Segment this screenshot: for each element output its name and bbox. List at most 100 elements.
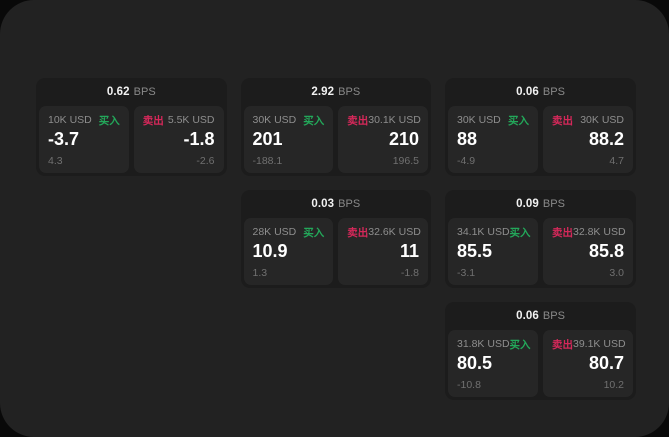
sell-side-label: 卖出 — [552, 114, 573, 127]
sell-value: 80.7 — [588, 353, 624, 373]
sell-pane-header: 卖出 30.1K USD — [347, 113, 421, 127]
card-panes: 28K USD 买入 10.9 1.3 卖出 32.6K USD 11 -1.8 — [241, 215, 432, 288]
card-panes: 10K USD 买入 -3.7 4.3 卖出 5.5K USD -1.8 -2.… — [36, 103, 227, 176]
bps-unit-label: BPS — [133, 86, 156, 98]
bps-unit-label: BPS — [542, 86, 565, 98]
buy-value: 201 — [252, 129, 283, 149]
buy-delta: 1.3 — [252, 267, 268, 279]
spread-card[interactable]: 0.06 BPS 31.8K USD 买入 80.5 -10.8 卖 — [445, 302, 636, 400]
buy-pane[interactable]: 31.8K USD 买入 80.5 -10.8 — [448, 330, 538, 397]
bps-value: 0.62 — [106, 86, 130, 98]
buy-size-label: 34.1K USD — [457, 226, 510, 238]
bps-unit-label: BPS — [542, 198, 565, 210]
buy-delta: 4.3 — [48, 155, 63, 167]
buy-pane-header: 30K USD 买入 — [457, 113, 529, 127]
sell-pane-header: 卖出 32.6K USD — [347, 225, 421, 239]
spread-card-grid: 0.62 BPS 10K USD 买入 -3.7 4.3 卖出 — [36, 78, 636, 400]
card-panes: 34.1K USD 买入 85.5 -3.1 卖出 32.8K USD 85.8… — [445, 215, 636, 288]
card-header: 0.06 BPS — [445, 302, 636, 327]
buy-delta: -4.9 — [457, 155, 476, 167]
buy-size-label: 10K USD — [48, 114, 92, 126]
buy-pane[interactable]: 34.1K USD 买入 85.5 -3.1 — [448, 218, 538, 285]
buy-value: 80.5 — [457, 353, 493, 373]
spread-card[interactable]: 2.92 BPS 30K USD 买入 201 -188.1 卖出 — [240, 78, 432, 176]
buy-pane[interactable]: 30K USD 买入 88 -4.9 — [448, 106, 538, 173]
sell-delta: -2.6 — [196, 155, 215, 167]
sell-delta: -1.8 — [400, 267, 419, 279]
buy-pane-header: 28K USD 买入 — [253, 225, 325, 239]
bps-unit-label: BPS — [338, 86, 361, 98]
card-panes: 30K USD 买入 88 -4.9 卖出 30K USD 88.2 4.7 — [445, 103, 636, 176]
buy-side-label: 买入 — [509, 226, 531, 239]
bps-value: 0.06 — [516, 310, 539, 322]
buy-delta: -10.8 — [457, 379, 481, 391]
card-column-2: 2.92 BPS 30K USD 买入 201 -188.1 卖出 — [240, 78, 432, 288]
card-header: 0.03 BPS — [241, 190, 432, 215]
bps-value: 2.92 — [311, 86, 335, 98]
card-header: 0.06 BPS — [445, 78, 636, 103]
sell-delta: 4.7 — [609, 155, 624, 167]
card-column-3: 0.06 BPS 30K USD 买入 88 -4.9 卖出 — [445, 78, 636, 400]
spread-card[interactable]: 0.06 BPS 30K USD 买入 88 -4.9 卖出 — [445, 78, 636, 176]
sell-delta: 3.0 — [609, 267, 624, 279]
sell-pane[interactable]: 卖出 5.5K USD -1.8 -2.6 — [133, 106, 224, 173]
sell-pane[interactable]: 卖出 39.1K USD 80.7 10.2 — [543, 330, 633, 397]
spread-card[interactable]: 0.62 BPS 10K USD 买入 -3.7 4.3 卖出 — [36, 78, 227, 176]
buy-side-label: 买入 — [98, 114, 120, 127]
buy-delta: -188.1 — [252, 155, 283, 167]
buy-pane[interactable]: 30K USD 买入 201 -188.1 — [243, 106, 334, 173]
buy-side-label: 买入 — [303, 114, 325, 127]
buy-pane-header: 10K USD 买入 — [48, 113, 120, 127]
buy-delta: -3.1 — [457, 267, 476, 279]
sell-value: 85.8 — [588, 241, 624, 261]
buy-pane[interactable]: 10K USD 买入 -3.7 4.3 — [39, 106, 129, 173]
buy-size-label: 31.8K USD — [457, 338, 510, 350]
sell-value: 11 — [399, 241, 419, 261]
card-header: 2.92 BPS — [241, 78, 432, 103]
bps-value: 0.06 — [516, 86, 539, 98]
sell-size-label: 32.8K USD — [573, 226, 626, 238]
sell-pane[interactable]: 卖出 30.1K USD 210 196.5 — [338, 106, 428, 173]
sell-value: 88.2 — [588, 129, 624, 149]
sell-value: 210 — [388, 129, 419, 149]
sell-pane[interactable]: 卖出 32.8K USD 85.8 3.0 — [543, 218, 633, 285]
buy-pane[interactable]: 28K USD 买入 10.9 1.3 — [243, 218, 334, 285]
bps-unit-label: BPS — [542, 310, 565, 322]
buy-pane-header: 30K USD 买入 — [253, 113, 325, 127]
bps-value: 0.09 — [516, 198, 539, 210]
card-header: 0.09 BPS — [445, 190, 636, 215]
spread-card[interactable]: 0.09 BPS 34.1K USD 买入 85.5 -3.1 卖出 — [445, 190, 636, 288]
card-header: 0.62 BPS — [36, 78, 227, 103]
spread-card[interactable]: 0.03 BPS 28K USD 买入 10.9 1.3 卖出 — [240, 190, 432, 288]
buy-value: 85.5 — [457, 241, 493, 261]
card-panes: 31.8K USD 买入 80.5 -10.8 卖出 39.1K USD 80.… — [445, 327, 636, 400]
sell-pane-header: 卖出 5.5K USD — [143, 113, 215, 127]
sell-size-label: 32.6K USD — [368, 226, 421, 238]
buy-side-label: 买入 — [508, 114, 529, 127]
sell-size-label: 5.5K USD — [167, 114, 215, 126]
card-panes: 30K USD 买入 201 -188.1 卖出 30.1K USD 210 1… — [241, 103, 432, 176]
buy-pane-header: 34.1K USD 买入 — [457, 225, 531, 239]
sell-side-label: 卖出 — [142, 114, 164, 127]
buy-side-label: 买入 — [509, 338, 531, 351]
sell-pane[interactable]: 卖出 30K USD 88.2 4.7 — [543, 106, 633, 173]
sell-delta: 10.2 — [603, 379, 624, 391]
buy-side-label: 买入 — [303, 226, 325, 239]
buy-size-label: 30K USD — [457, 114, 501, 126]
sell-value: -1.8 — [183, 129, 215, 149]
sell-pane[interactable]: 卖出 32.6K USD 11 -1.8 — [338, 218, 428, 285]
sell-side-label: 卖出 — [347, 114, 369, 127]
sell-side-label: 卖出 — [347, 226, 369, 239]
bps-value: 0.03 — [311, 198, 335, 210]
buy-size-label: 28K USD — [252, 226, 297, 238]
sell-side-label: 卖出 — [552, 226, 573, 239]
buy-size-label: 30K USD — [252, 114, 297, 126]
buy-pane-header: 31.8K USD 买入 — [457, 337, 531, 351]
card-column-1: 0.62 BPS 10K USD 买入 -3.7 4.3 卖出 — [36, 78, 227, 176]
buy-value: 10.9 — [252, 241, 288, 261]
sell-pane-header: 卖出 30K USD — [552, 113, 624, 127]
buy-value: -3.7 — [48, 129, 80, 149]
sell-size-label: 39.1K USD — [573, 338, 626, 350]
sell-size-label: 30.1K USD — [368, 114, 421, 126]
